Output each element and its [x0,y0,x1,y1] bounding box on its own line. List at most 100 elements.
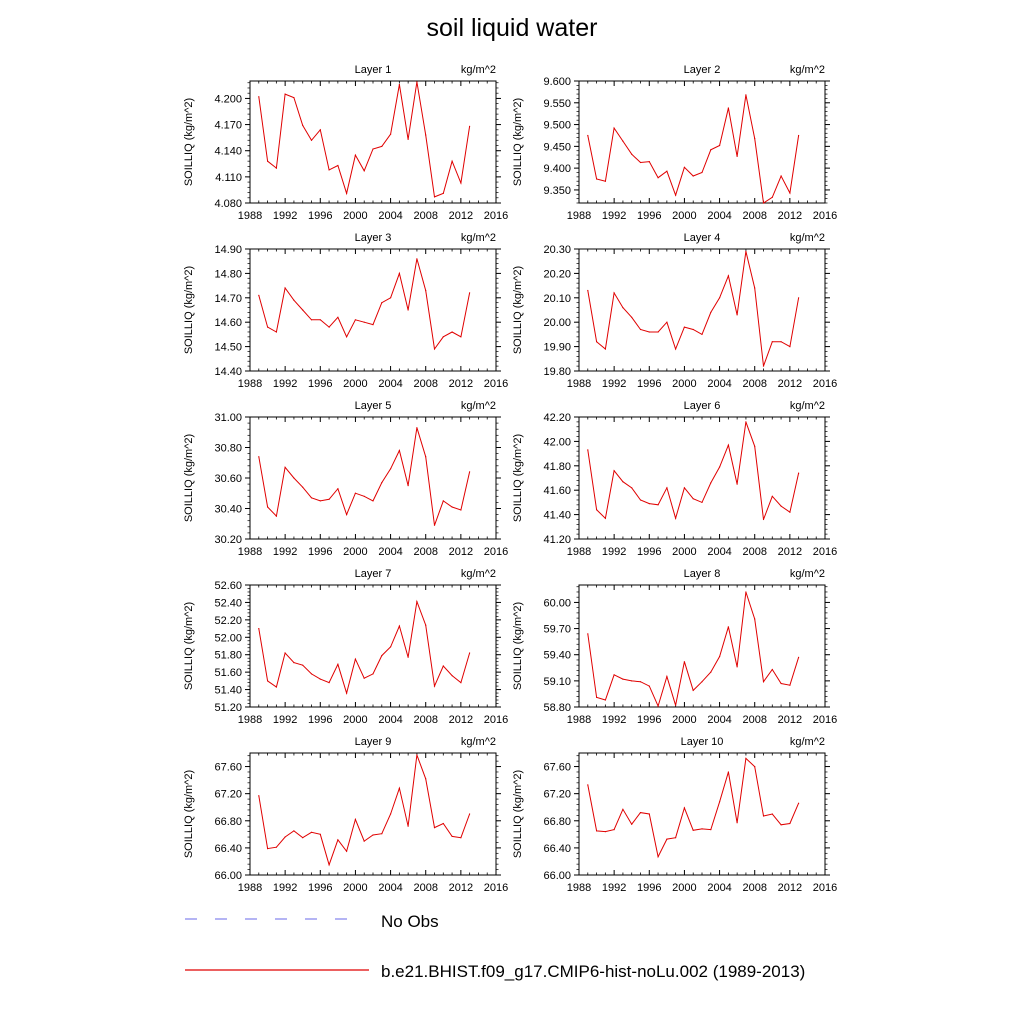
data-point [284,652,286,654]
x-tick-label: 2012 [778,210,802,222]
data-point [710,482,712,484]
data-point [469,292,471,294]
data-point [293,477,295,479]
data-point [710,671,712,673]
data-point [363,170,365,172]
data-point [736,483,738,485]
data-point [363,840,365,842]
x-tick-label: 1988 [567,882,591,894]
y-tick-label: 67.20 [214,789,242,801]
data-point [657,177,659,179]
data-point [337,164,339,167]
x-tick-label: 2016 [813,546,837,558]
x-tick-label: 1996 [637,210,661,222]
data-point [425,134,427,136]
data-point [736,666,738,668]
y-tick-label: 20.10 [543,293,571,305]
data-point [771,196,773,198]
y-axis-label: SOILLIQ (kg/m^2) [183,266,195,354]
data-point [692,328,694,331]
y-tick-label: 66.00 [214,870,242,882]
plot-frame [578,584,826,708]
x-tick-label: 2008 [413,546,437,558]
x-tick-label: 2012 [778,378,802,390]
y-tick-label: 59.40 [543,650,571,662]
data-point [666,675,668,678]
data-point [692,498,694,500]
data-point [675,837,677,839]
series-line [587,94,800,204]
plot-frame [578,752,826,876]
y-tick-label: 19.90 [543,342,571,354]
panel-title: Layer 9 [355,736,392,748]
y-tick-label: 42.00 [543,436,571,448]
x-tick-label: 2004 [707,882,731,894]
data-point [622,481,624,483]
data-point [754,618,756,620]
data-point [745,421,747,423]
data-point [639,681,642,683]
data-point [328,498,330,500]
data-point [675,348,677,350]
data-point [745,591,747,593]
data-point [798,802,800,804]
data-point [613,829,615,831]
data-point [433,196,436,198]
data-point [666,487,668,489]
panel-layer-7: 1988 1992 1996 2000 2004 2008 2012 2016 51.20 51.… [183,568,508,726]
x-tick-label: 2004 [707,210,731,222]
data-point [354,492,356,494]
plot-frame [578,416,826,540]
x-tick-label: 2004 [378,882,402,894]
data-point [631,153,633,155]
data-point [381,655,383,657]
data-point [631,316,633,318]
y-axis-label: SOILLIQ (kg/m^2) [512,770,524,858]
panel-layer-5: 1988 1992 1996 2000 2004 2008 2012 2016 30.20 30.… [183,400,508,558]
y-tick-label: 59.70 [543,624,571,636]
data-point [258,294,260,296]
data-point [657,705,659,707]
x-tick-label: 2008 [742,546,766,558]
y-tick-label: 67.60 [543,762,571,774]
data-point [648,161,650,163]
y-tick-label: 52.00 [214,632,242,644]
plot-frame [249,584,497,708]
data-point [692,829,694,831]
panel-title: Layer 10 [681,736,724,748]
data-point [284,93,286,95]
data-point [398,625,400,627]
data-point [754,137,756,140]
x-tick-label: 1988 [567,378,591,390]
data-point [398,787,400,789]
x-tick-label: 2004 [707,546,731,558]
panel-layer-8: 1988 1992 1996 2000 2004 2008 2012 2016 58.80 59.… [512,568,837,726]
data-point [451,160,453,162]
data-point [372,834,374,836]
x-tick-label: 1996 [637,882,661,894]
y-tick-label: 14.50 [214,342,242,354]
data-point [275,515,277,517]
series-line [258,754,471,867]
data-point [354,658,356,660]
panel-title: Layer 1 [355,64,392,76]
data-point [293,830,295,832]
panel-layer-4: 1988 1992 1996 2000 2004 2008 2012 2016 19.80 19.… [512,232,837,390]
y-tick-label: 4.140 [214,146,242,158]
y-tick-label: 66.40 [543,843,571,855]
x-tick-label: 2004 [707,378,731,390]
panel-title: Layer 6 [684,400,721,412]
panel-layer-3: 1988 1992 1996 2000 2004 2008 2012 2016 14.40 14.… [183,232,508,390]
data-point [596,341,598,343]
panel-units: kg/m^2 [790,64,825,76]
x-tick-label: 1996 [308,714,332,726]
x-tick-label: 2000 [343,378,367,390]
figure-title: soil liquid water [426,14,598,42]
y-tick-label: 19.80 [543,366,571,378]
data-point [701,681,703,683]
x-tick-label: 1996 [637,714,661,726]
x-tick-label: 2016 [484,546,508,558]
data-point [683,166,686,168]
data-point [337,663,339,665]
x-tick-label: 2016 [484,882,508,894]
